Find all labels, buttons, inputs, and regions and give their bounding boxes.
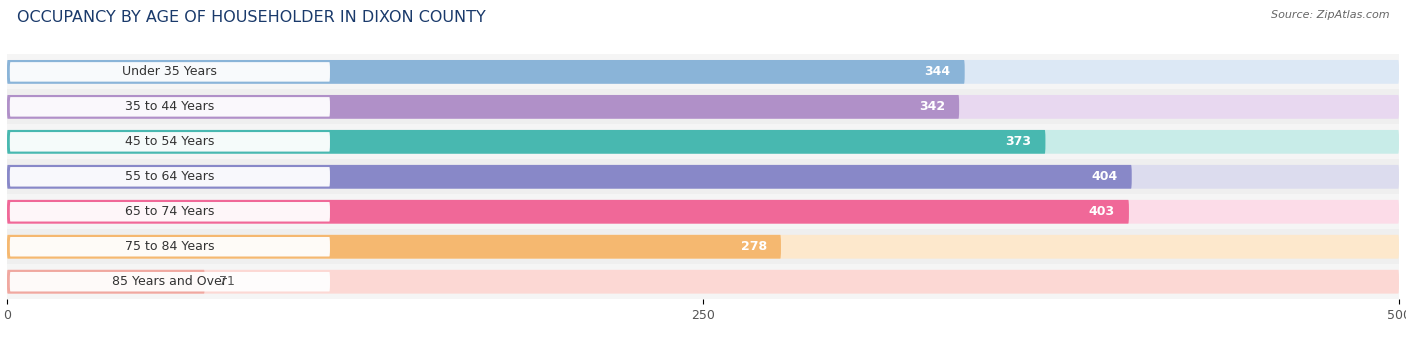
FancyBboxPatch shape [7, 270, 1399, 294]
FancyBboxPatch shape [10, 202, 330, 222]
FancyBboxPatch shape [7, 200, 1129, 224]
Text: 404: 404 [1091, 170, 1118, 183]
Text: 278: 278 [741, 240, 768, 253]
FancyBboxPatch shape [10, 272, 330, 291]
FancyBboxPatch shape [7, 200, 1399, 224]
Text: Source: ZipAtlas.com: Source: ZipAtlas.com [1271, 10, 1389, 20]
Text: 35 to 44 Years: 35 to 44 Years [125, 100, 215, 113]
Bar [7, 194, 1399, 229]
FancyBboxPatch shape [7, 130, 1046, 154]
FancyBboxPatch shape [7, 60, 1399, 84]
Text: 71: 71 [218, 275, 235, 288]
FancyBboxPatch shape [10, 237, 330, 256]
Bar [7, 124, 1399, 159]
FancyBboxPatch shape [7, 235, 780, 259]
Text: 344: 344 [925, 65, 950, 79]
Text: 373: 373 [1005, 135, 1032, 148]
Text: 403: 403 [1088, 205, 1115, 218]
Bar [7, 89, 1399, 124]
FancyBboxPatch shape [7, 235, 1399, 259]
FancyBboxPatch shape [10, 132, 330, 152]
Bar [7, 229, 1399, 264]
Text: 55 to 64 Years: 55 to 64 Years [125, 170, 215, 183]
Bar [7, 159, 1399, 194]
FancyBboxPatch shape [7, 95, 959, 119]
FancyBboxPatch shape [7, 60, 965, 84]
Text: OCCUPANCY BY AGE OF HOUSEHOLDER IN DIXON COUNTY: OCCUPANCY BY AGE OF HOUSEHOLDER IN DIXON… [17, 10, 485, 25]
FancyBboxPatch shape [10, 62, 330, 82]
FancyBboxPatch shape [10, 97, 330, 117]
Text: Under 35 Years: Under 35 Years [122, 65, 218, 79]
FancyBboxPatch shape [10, 167, 330, 187]
FancyBboxPatch shape [7, 165, 1399, 189]
Bar [7, 264, 1399, 299]
Text: 65 to 74 Years: 65 to 74 Years [125, 205, 215, 218]
Text: 75 to 84 Years: 75 to 84 Years [125, 240, 215, 253]
Text: 342: 342 [920, 100, 945, 113]
Text: 85 Years and Over: 85 Years and Over [112, 275, 228, 288]
FancyBboxPatch shape [7, 270, 205, 294]
FancyBboxPatch shape [7, 165, 1132, 189]
Bar [7, 54, 1399, 89]
Text: 45 to 54 Years: 45 to 54 Years [125, 135, 215, 148]
FancyBboxPatch shape [7, 95, 1399, 119]
FancyBboxPatch shape [7, 130, 1399, 154]
